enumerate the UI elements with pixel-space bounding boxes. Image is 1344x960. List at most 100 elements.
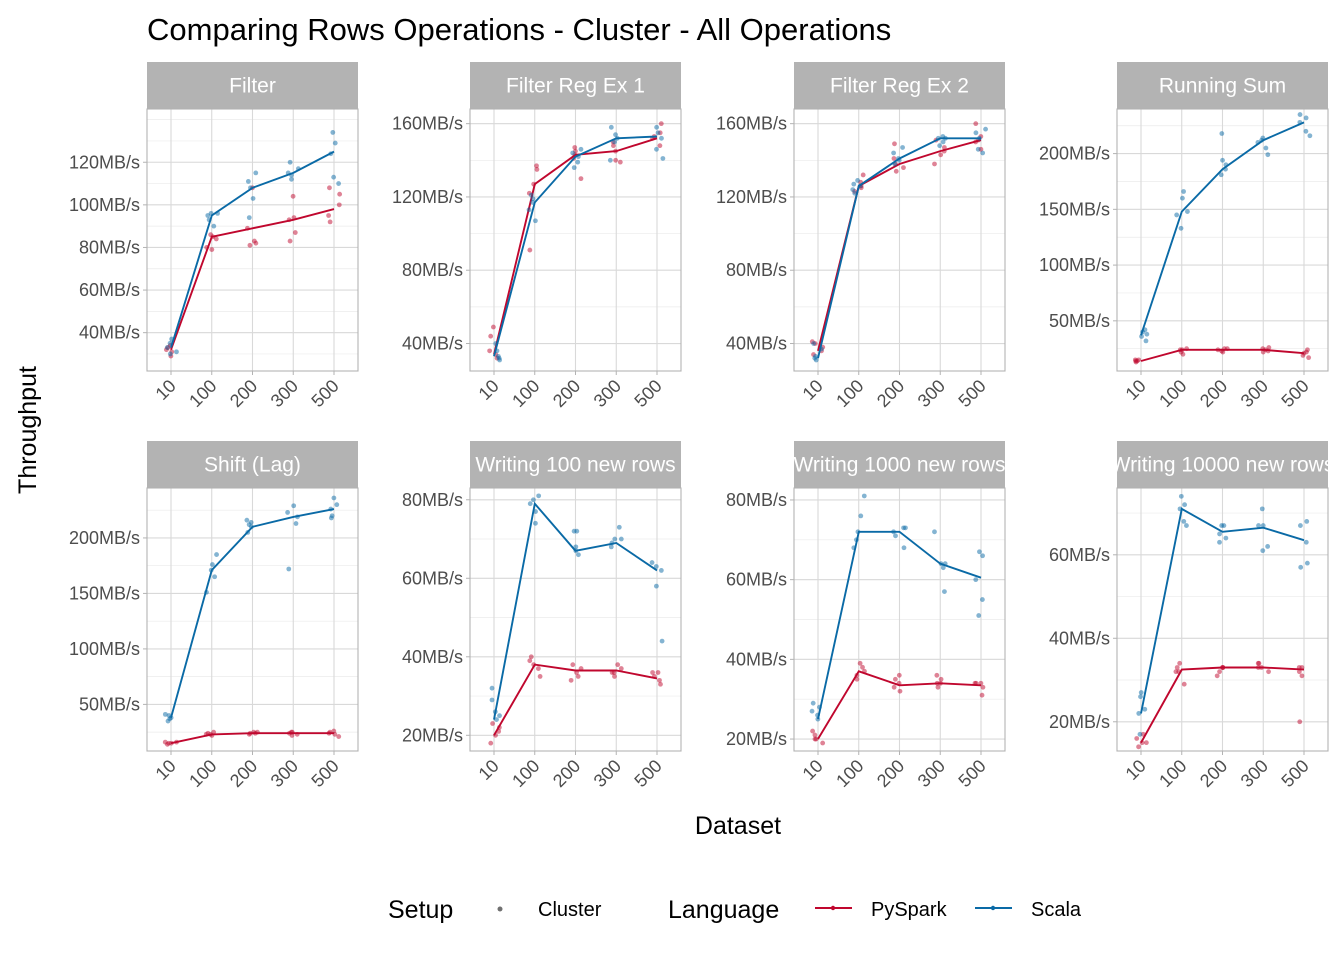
data-point — [1143, 338, 1149, 344]
data-point — [660, 156, 666, 161]
data-point — [903, 525, 908, 531]
data-point — [337, 191, 343, 197]
data-point — [290, 193, 296, 199]
data-point — [979, 597, 985, 602]
data-point — [977, 549, 982, 555]
data-point — [162, 711, 168, 717]
x-axis-title: Dataset — [695, 812, 781, 840]
series-line — [1140, 507, 1305, 714]
data-point — [1181, 518, 1187, 524]
chart-title: Comparing Rows Operations - Cluster - Al… — [147, 12, 891, 47]
data-point — [901, 545, 907, 551]
data-point — [649, 560, 655, 565]
data-point — [527, 658, 533, 664]
y-tick-label: 80MB/s — [726, 490, 787, 510]
y-tick-label: 100MB/s — [69, 195, 140, 215]
data-point — [1298, 564, 1304, 570]
data-point — [1177, 660, 1183, 666]
panel-filter: Filter 40MB/s 60MB/s 80MB/s 100MB/s 120MB/s 10… — [69, 62, 359, 411]
data-point — [490, 721, 495, 726]
data-point — [570, 150, 576, 156]
series-line — [1140, 121, 1305, 336]
data-point — [658, 121, 664, 127]
facet-label: Writing 100 new rows — [475, 454, 675, 477]
data-point — [935, 684, 941, 690]
data-point — [655, 130, 661, 136]
data-point — [654, 146, 659, 152]
data-point — [811, 341, 817, 346]
data-point — [332, 140, 338, 146]
data-point — [527, 501, 533, 507]
data-point — [850, 187, 856, 193]
data-point — [528, 654, 534, 660]
data-point — [659, 638, 665, 644]
data-point — [1305, 347, 1310, 353]
data-point — [535, 666, 541, 671]
x-tick-label: 500 — [954, 376, 989, 411]
data-point — [891, 150, 897, 156]
data-point — [653, 583, 659, 589]
data-point — [657, 677, 662, 683]
data-point — [897, 688, 903, 694]
data-point — [973, 577, 979, 583]
data-point — [534, 163, 539, 169]
data-point — [331, 174, 337, 180]
data-point — [245, 179, 251, 184]
data-point — [607, 157, 613, 163]
series-pyspark — [809, 121, 984, 357]
legend: Setup Cluster Language PySpark Scala — [388, 896, 1082, 924]
gridlines — [1117, 109, 1328, 371]
data-point — [575, 159, 581, 165]
facet-strip: Writing 100 new rows — [470, 441, 681, 488]
legend-title-setup: Setup — [388, 896, 453, 924]
data-point — [244, 517, 250, 523]
data-point — [1138, 690, 1144, 695]
facet-label: Filter — [229, 75, 276, 98]
x-tick-label: 500 — [630, 376, 665, 411]
data-point — [612, 674, 617, 679]
data-point — [291, 503, 297, 509]
legend-key-scala — [975, 905, 1012, 911]
data-point — [1182, 502, 1188, 508]
series-scala — [164, 130, 342, 357]
data-point — [973, 130, 979, 136]
data-point — [336, 202, 342, 208]
data-point — [1220, 157, 1225, 163]
series-line — [817, 137, 981, 359]
data-point — [327, 185, 332, 191]
data-point — [1256, 660, 1262, 666]
x-tick-label: 300 — [1237, 376, 1272, 411]
data-point — [253, 170, 259, 176]
data-point — [893, 168, 899, 174]
data-point — [1307, 133, 1313, 139]
data-point — [809, 708, 815, 714]
data-point — [1266, 345, 1272, 350]
series-scala — [1136, 493, 1310, 737]
panel-shift-lag: Shift (Lag) 50MB/s 100MB/s 150MB/s 200MB/s 10… — [69, 441, 359, 791]
y-tick-label: 40MB/s — [402, 334, 463, 354]
y-tick-label: 40MB/s — [726, 649, 787, 669]
y-tick-label: 160MB/s — [392, 114, 463, 134]
data-point — [331, 728, 337, 734]
data-point — [287, 238, 293, 244]
data-point — [1136, 357, 1142, 363]
data-point — [533, 218, 538, 224]
data-point — [810, 700, 816, 706]
data-point — [286, 566, 292, 572]
y-tick-label: 120MB/s — [716, 187, 787, 207]
data-point — [1296, 669, 1302, 675]
data-point — [657, 143, 663, 149]
data-point — [1181, 189, 1186, 194]
data-point — [246, 215, 252, 221]
legend-key-cluster — [497, 906, 503, 912]
data-point — [1178, 493, 1184, 499]
data-point — [1299, 673, 1305, 679]
data-point — [932, 529, 937, 535]
data-point — [326, 213, 332, 218]
x-tick-label: 200 — [873, 756, 908, 791]
gridlines — [470, 488, 681, 751]
data-point — [287, 159, 293, 165]
gridlines — [1117, 488, 1328, 751]
x-tick-label: 10 — [1122, 756, 1150, 784]
data-point — [488, 333, 494, 339]
